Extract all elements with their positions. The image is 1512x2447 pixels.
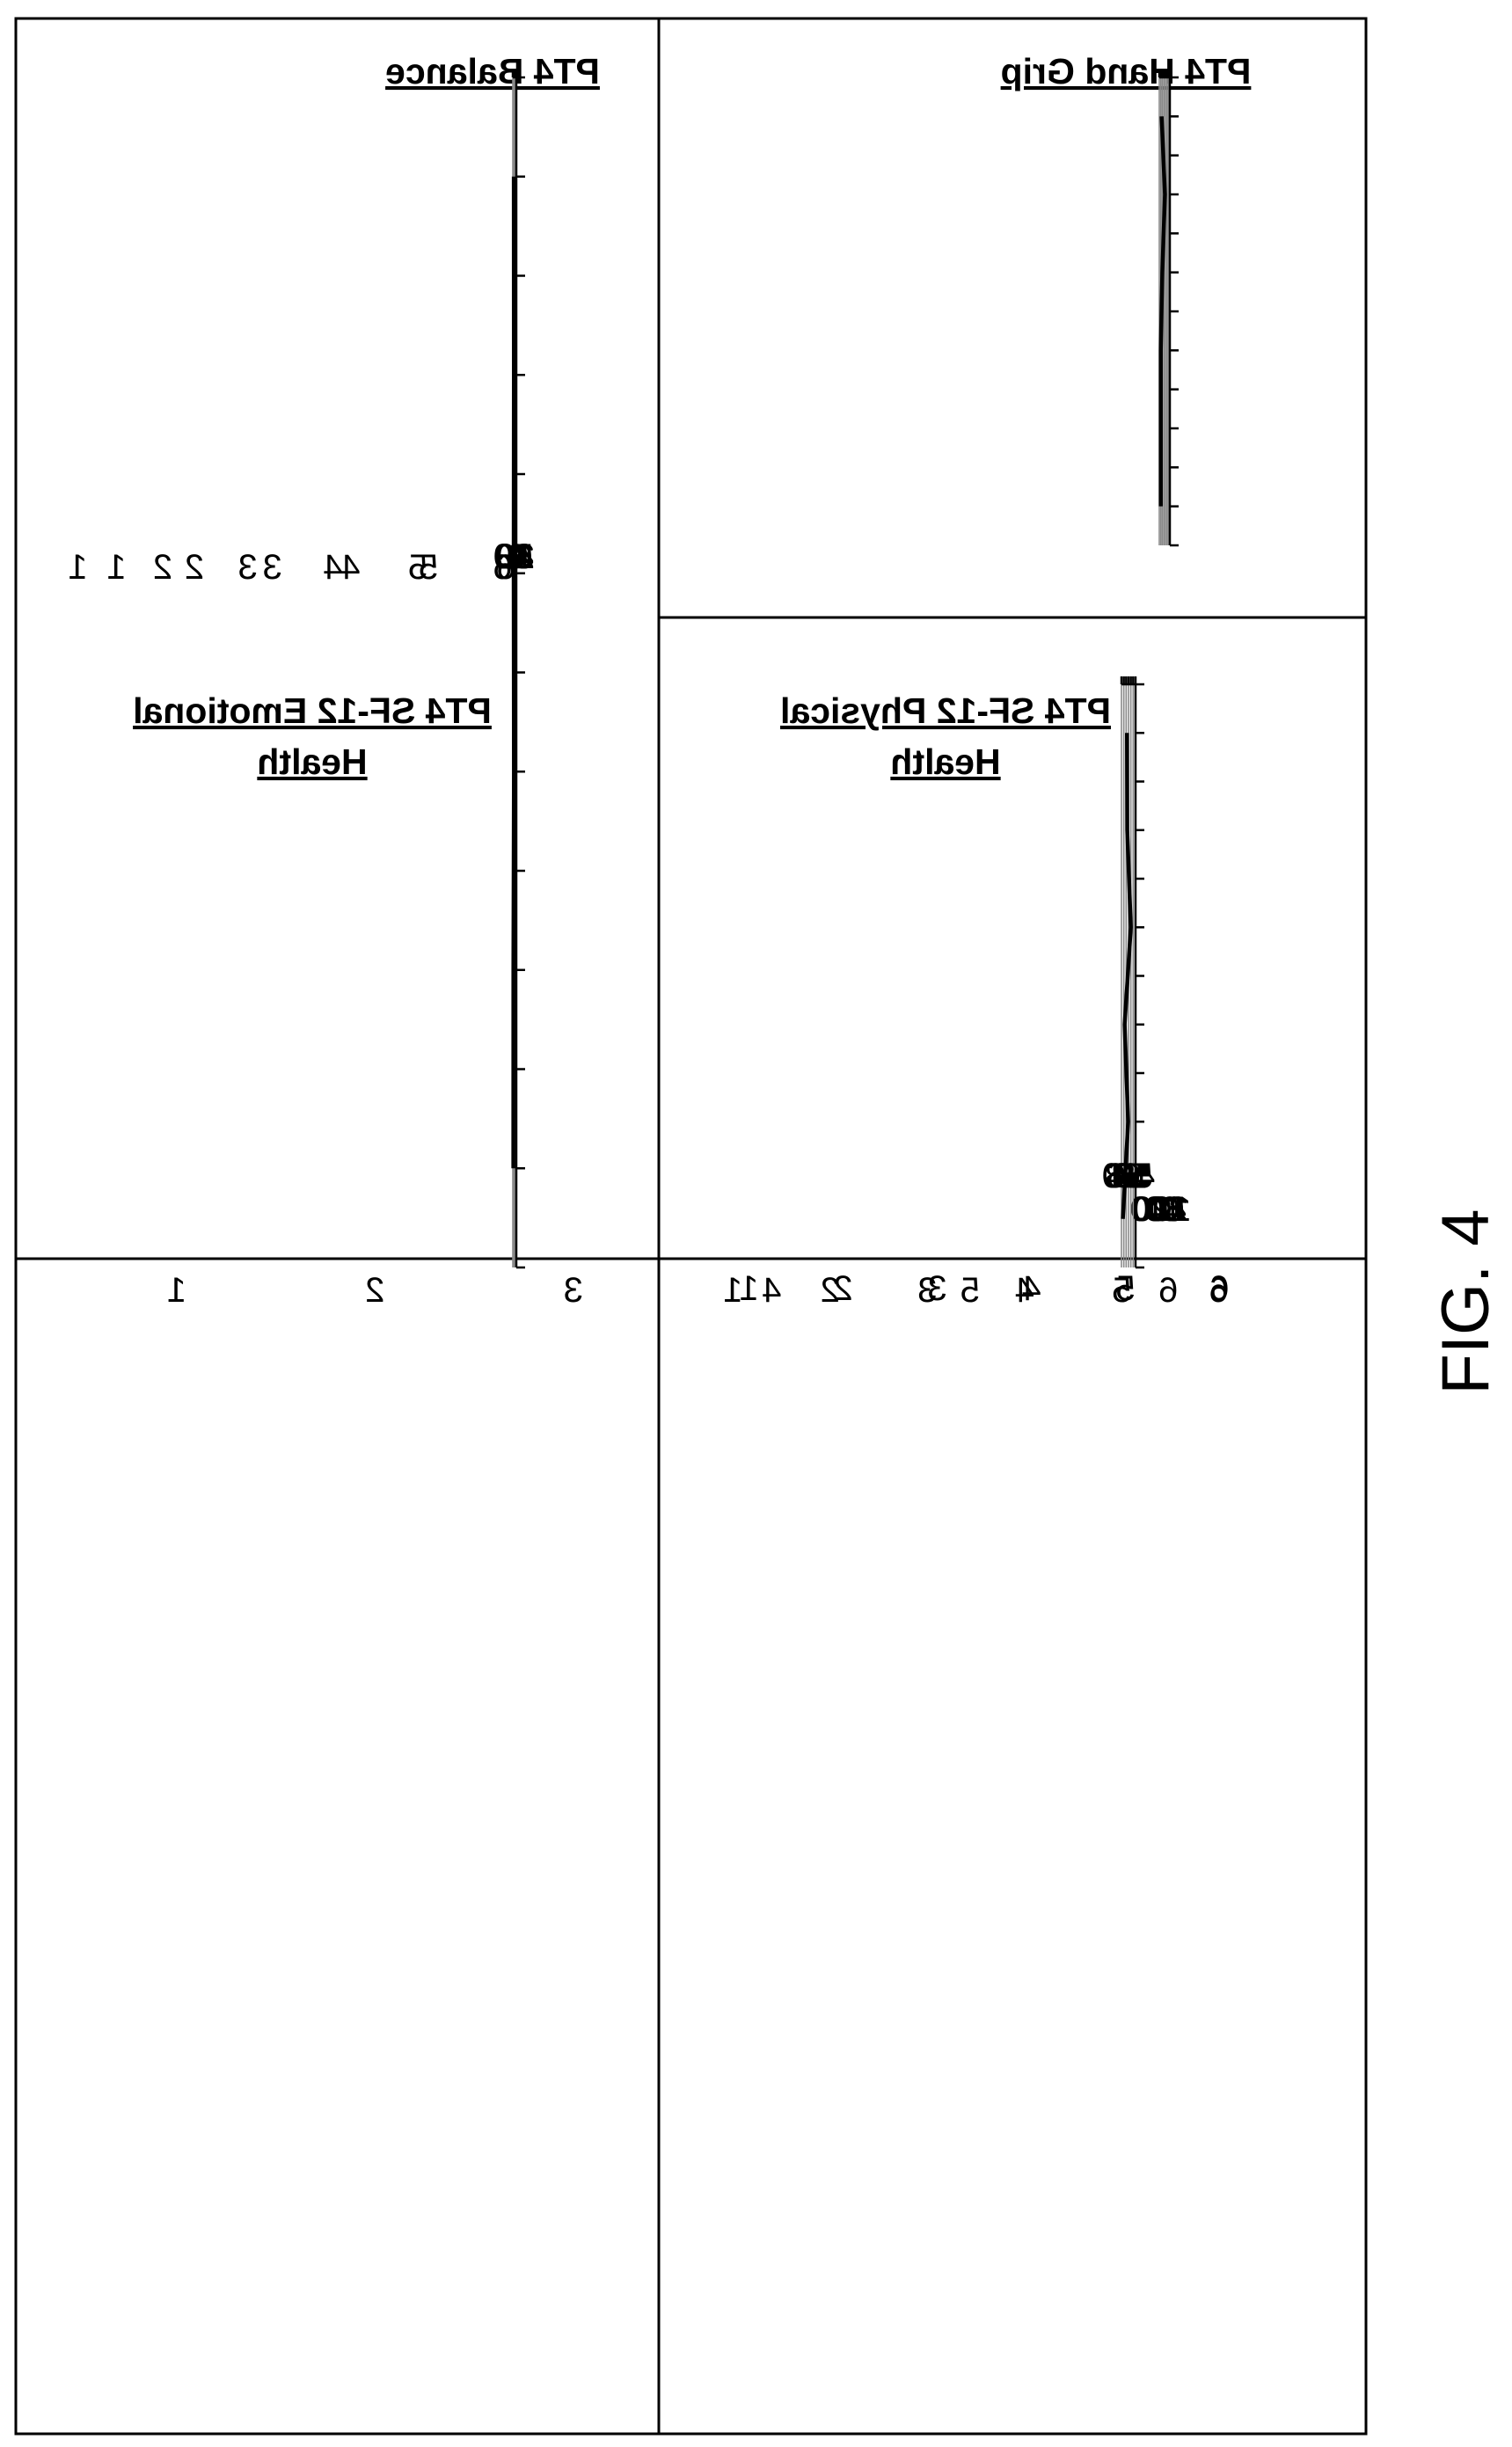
x-tick-label: 6 — [1158, 1271, 1178, 1310]
chart-title: PT4 SF-12 Physical — [780, 690, 1111, 731]
series-line — [511, 176, 516, 1169]
x-tick-label: 5 — [1112, 1271, 1131, 1310]
x-tick-label: 1 — [723, 1271, 742, 1310]
x-tick-label: 1 — [739, 1269, 758, 1308]
y-tick-label: 54 — [1109, 1157, 1149, 1195]
x-tick-label: 4 — [340, 548, 360, 587]
figure-label: FIG. 4 — [1428, 1209, 1503, 1394]
x-tick-label: 4 — [323, 548, 342, 587]
y-tick-label: 40 — [1147, 1190, 1187, 1229]
chart-up-and-go: 0123456789123456PT4 Up&Go — [739, 1269, 1229, 1308]
x-tick-label: 5 — [408, 548, 427, 587]
y-tick-label: 20 — [1149, 1190, 1188, 1229]
chart-title: Health — [257, 741, 367, 782]
x-tick-label: 5 — [961, 1271, 980, 1310]
charts-layer: 0510152025303540123456PT4 Hand Grip02040… — [68, 51, 1252, 1310]
y-tick-label: 80 — [1144, 1190, 1184, 1229]
x-tick-label: 1 — [167, 1271, 186, 1310]
x-tick-label: 4 — [762, 1271, 781, 1310]
x-tick-label: 4 — [1015, 1271, 1034, 1310]
series-line — [1158, 116, 1167, 507]
series-line — [1121, 733, 1133, 1219]
x-tick-label: 2 — [833, 1269, 852, 1308]
x-tick-label: 4 — [1021, 1269, 1041, 1308]
outer-border — [14, 17, 1368, 2436]
x-tick-label: 2 — [185, 548, 204, 587]
x-tick-label: 3 — [263, 548, 282, 587]
x-tick-label: 2 — [153, 548, 172, 587]
x-tick-label: 3 — [238, 548, 258, 587]
x-tick-label: 2 — [821, 1271, 840, 1310]
y-tick-label: 60 — [1146, 1190, 1186, 1229]
y-tick-label: 50 — [1114, 1157, 1153, 1195]
x-tick-label: 6 — [493, 548, 513, 587]
x-tick-label: 2 — [365, 1271, 384, 1310]
x-tick-label: 3 — [917, 1271, 937, 1310]
x-tick-label: 1 — [68, 548, 87, 587]
x-tick-label: 5 — [1115, 1269, 1135, 1308]
y-tick-label: 100 — [1133, 1190, 1192, 1229]
chart-title: PT4 SF-12 Emotional — [133, 690, 492, 731]
chart-title: PT4 Balance — [385, 51, 600, 91]
panel-borders — [14, 17, 1368, 2436]
chart-title: Health — [890, 741, 1000, 782]
chart-title: PT4 Hand Grip — [1001, 51, 1252, 91]
x-tick-label: 3 — [927, 1269, 946, 1308]
x-tick-label: 6 — [1209, 1271, 1229, 1310]
x-tick-label: 1 — [106, 548, 126, 587]
y-tick-label: 52 — [1111, 1157, 1150, 1195]
y-tick-label: 0 — [1160, 1190, 1180, 1229]
x-tick-label: 5 — [419, 548, 438, 587]
x-tick-label: 6 — [497, 548, 516, 587]
y-tick-label: 140 — [1130, 1190, 1189, 1229]
y-tick-label: 120 — [1131, 1190, 1190, 1229]
x-tick-label: 6 — [1209, 1269, 1229, 1308]
chart-hand-grip: 0510152025303540123456PT4 Hand Grip — [68, 51, 1252, 587]
x-tick-label: 3 — [564, 1271, 583, 1310]
